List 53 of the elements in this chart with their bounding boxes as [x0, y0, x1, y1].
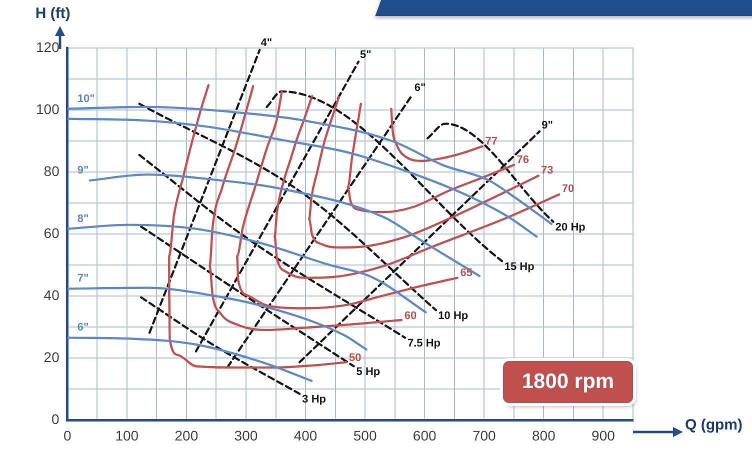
- x-tick-label: 700: [472, 427, 496, 444]
- y-tick-label: 60: [44, 224, 60, 241]
- series-label: 7.5 Hp: [407, 337, 441, 350]
- x-tick-label: 0: [63, 427, 72, 444]
- x-tick-label: 900: [592, 427, 616, 444]
- y-tick-label: 20: [44, 349, 60, 366]
- line-series: [67, 106, 553, 225]
- series-label: 5": [360, 49, 372, 62]
- x-tick-label: 100: [115, 427, 139, 444]
- series-label: 10 Hp: [438, 310, 468, 322]
- y-tick-label: 100: [36, 100, 60, 117]
- y-tick-label: 120: [36, 38, 60, 55]
- series-label: 50: [348, 352, 362, 364]
- x-tick-label: 800: [532, 427, 556, 444]
- line-series: [346, 102, 516, 214]
- series-label: 15 Hp: [504, 260, 535, 273]
- line-series: [236, 90, 458, 310]
- line-series: [88, 173, 480, 278]
- x-tick-label: 200: [174, 427, 198, 444]
- series-label: 20 Hp: [555, 222, 586, 234]
- x-tick-label: 600: [412, 427, 436, 444]
- y-axis-title: H (ft): [35, 5, 70, 22]
- line-series: [390, 108, 484, 162]
- series-label: 3 Hp: [302, 393, 326, 406]
- line-series: [308, 96, 540, 249]
- annotation: 1800 rpm: [503, 361, 633, 403]
- series-label: 9": [77, 164, 89, 176]
- series-label: 60: [404, 310, 417, 322]
- series-label: 77: [485, 135, 498, 148]
- series-label: 73: [541, 164, 554, 177]
- series-label: 10": [77, 92, 95, 105]
- series-label: 6": [414, 82, 426, 94]
- y-tick-label: 40: [44, 286, 60, 303]
- line-series: [208, 85, 402, 332]
- series-label: 5 Hp: [356, 366, 380, 378]
- line-series: [67, 336, 313, 382]
- x-tick-label: 400: [294, 427, 318, 444]
- series-label: 9": [542, 119, 554, 132]
- line-series: [168, 84, 348, 369]
- series-label: 70: [562, 183, 574, 196]
- series-label: 4": [260, 37, 272, 50]
- series-label: 76: [516, 154, 529, 166]
- line-series: [67, 118, 538, 238]
- x-tick-label: 500: [353, 427, 377, 444]
- y-tick-label: 80: [44, 162, 60, 179]
- series-label: 6": [77, 322, 89, 334]
- x-axis-title: Q (gpm): [685, 416, 742, 434]
- line-series: [67, 286, 368, 351]
- series-label: 65: [460, 267, 473, 280]
- series-label: 7": [77, 272, 89, 285]
- x-tick-label: 300: [234, 427, 258, 444]
- y-tick-label: 0: [52, 411, 60, 428]
- series-label: 8": [77, 212, 89, 225]
